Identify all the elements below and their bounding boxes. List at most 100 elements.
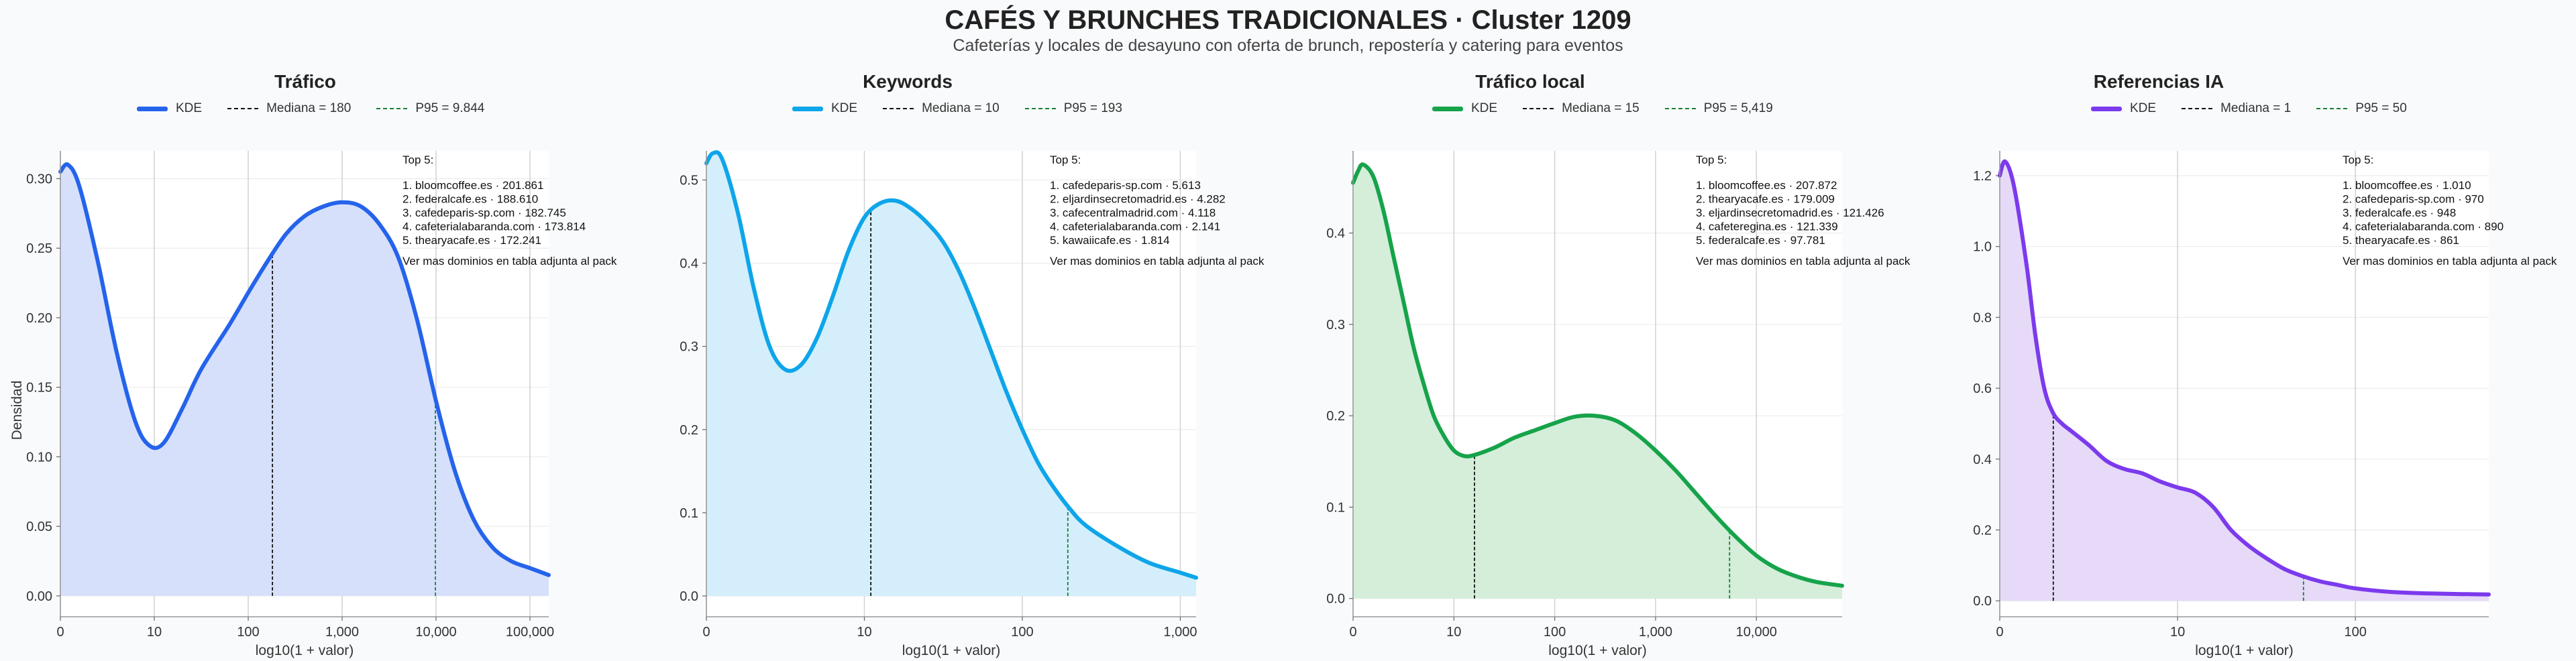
legend-median-label: Mediana = 10 xyxy=(922,101,1000,115)
y-tick-label: 0.10 xyxy=(26,450,52,465)
y-tick-label: 0.4 xyxy=(680,257,698,272)
legend-keywords: KDE Mediana = 10 P95 = 193 xyxy=(792,101,1148,117)
top5-entry: 2. cafedeparis-sp.com · 970 xyxy=(2343,193,2484,206)
legend-p95-swatch xyxy=(1664,108,1696,109)
top5-entry: 1. bloomcoffee.es · 207.872 xyxy=(1696,179,1837,192)
x-tick-label: 1,000 xyxy=(1639,625,1672,640)
legend-p95-label: P95 = 193 xyxy=(1063,101,1122,115)
y-tick-label: 0.0 xyxy=(680,589,698,604)
kde-line-trafico-local xyxy=(1351,162,1844,588)
legend-kde-label: KDE xyxy=(1471,101,1498,115)
panel-title-keywords: Keywords xyxy=(863,71,953,92)
legend-kde-label: KDE xyxy=(831,101,858,115)
y-tick-label: 0.1 xyxy=(1326,500,1345,515)
x-tick-label: 10 xyxy=(2170,625,2185,640)
legend-p95-swatch xyxy=(376,108,408,109)
panel-title-trafico-local: Tráfico local xyxy=(1475,71,1585,92)
legend-median-swatch xyxy=(2182,108,2213,109)
y-tick-label: 0.4 xyxy=(1973,453,1992,467)
x-tick-label: 10 xyxy=(857,625,871,640)
legend-p95-label: P95 = 5,419 xyxy=(1703,101,1773,115)
legend-p95-swatch xyxy=(2316,108,2348,109)
top5-header: Top 5: xyxy=(2343,154,2373,166)
kde-area-referencias-ia xyxy=(2000,161,2489,601)
x-axis-label: log10(1 + valor) xyxy=(256,643,354,658)
y-tick-label: 1.0 xyxy=(1973,240,1992,255)
legend-referencias-ia: KDE Mediana = 1 P95 = 50 xyxy=(2091,101,2432,117)
chart-trafico: 0.00 0.05 0.10 0.15 0.20 0.25 0.30 0 10 100 1,000 1… xyxy=(26,151,617,658)
top5-entry: 4. cafeterialabaranda.com · 2.141 xyxy=(1050,221,1220,233)
y-tick-label: 0.25 xyxy=(26,241,52,256)
x-axis-label: log10(1 + valor) xyxy=(2195,643,2294,658)
y-tick-label: 0.2 xyxy=(1326,409,1345,424)
y-tick-label: 0.05 xyxy=(26,520,52,534)
main-title: CAFÉS Y BRUNCHES TRADICIONALES · Cluster… xyxy=(945,5,1631,35)
legend-kde-label: KDE xyxy=(2130,101,2157,115)
y-tick-label: 0.8 xyxy=(1973,310,1992,325)
top5-header: Top 5: xyxy=(1050,154,1081,166)
x-tick-label: 100 xyxy=(1011,625,1033,640)
legend-trafico: KDE Mediana = 180 P95 = 9.844 xyxy=(137,101,510,117)
legend-median-label: Mediana = 180 xyxy=(266,101,352,115)
top5-entry: 4. cafeteregina.es · 121.339 xyxy=(1696,221,1838,233)
y-tick-label: 0.3 xyxy=(1326,318,1345,333)
legend-kde-swatch xyxy=(792,106,823,111)
y-tick-label: 0.0 xyxy=(1326,592,1345,607)
kde-line-trafico xyxy=(58,162,551,577)
legend-median-swatch xyxy=(883,108,914,109)
legend-p95-swatch xyxy=(1024,108,1056,109)
legend-kde-swatch xyxy=(2091,106,2122,111)
legend-kde-label: KDE xyxy=(176,101,203,115)
y-tick-label: 0.30 xyxy=(26,172,52,186)
top5-entry: 4. cafeterialabaranda.com · 173.814 xyxy=(402,221,586,233)
x-axis-label: log10(1 + valor) xyxy=(1548,643,1647,658)
legend-trafico-local: KDE Mediana = 15 P95 = 5,419 xyxy=(1432,101,1799,117)
y-tick-label: 0.20 xyxy=(26,311,52,326)
top5-entry: 5. kawaiicafe.es · 1.814 xyxy=(1050,234,1170,247)
y-tick-label: 0.1 xyxy=(680,506,698,521)
top5-entry: 1. cafedeparis-sp.com · 5.613 xyxy=(1050,179,1201,192)
y-tick-label: 0.6 xyxy=(1973,381,1992,396)
top5-entry: 3. cafedeparis-sp.com · 182.745 xyxy=(402,206,566,219)
top5-entry: 3. federalcafe.es · 948 xyxy=(2343,206,2456,219)
x-tick-label: 100 xyxy=(2344,625,2366,640)
legend-median-swatch xyxy=(227,108,259,109)
x-tick-label: 10,000 xyxy=(415,625,456,640)
panel-title-trafico: Tráfico xyxy=(274,71,336,92)
top5-entry: 2. thearyacafe.es · 179.009 xyxy=(1696,193,1835,206)
kde-line-keywords xyxy=(704,150,1198,580)
top5-entry: 1. bloomcoffee.es · 1.010 xyxy=(2343,179,2471,192)
top5-entry: 4. cafeterialabaranda.com · 890 xyxy=(2343,221,2504,233)
y-tick-label: 0.4 xyxy=(1326,227,1345,241)
top5-header: Top 5: xyxy=(1696,154,1727,166)
subtitle: Cafeterías y locales de desayuno con ofe… xyxy=(953,36,1623,55)
x-tick-label: 0 xyxy=(1996,625,2003,640)
panel-title-referencias-ia: Referencias IA xyxy=(2093,71,2224,92)
top5-footer: Ver mas dominios en tabla adjunta al pac… xyxy=(2343,255,2557,267)
legend-kde-swatch xyxy=(137,106,168,111)
y-tick-label: 0.00 xyxy=(26,589,52,604)
y-axis-label: Densidad xyxy=(9,381,25,440)
x-tick-label: 10 xyxy=(147,625,162,640)
x-tick-label: 0 xyxy=(1349,625,1356,640)
top5-entry: 5. thearyacafe.es · 861 xyxy=(2343,234,2459,247)
x-tick-label: 0 xyxy=(702,625,710,640)
x-axis-label: log10(1 + valor) xyxy=(902,643,1001,658)
kde-area-keywords xyxy=(706,152,1196,596)
top5-entry: 3. cafecentralmadrid.com · 4.118 xyxy=(1050,206,1216,219)
top5-entry: 3. eljardinsecretomadrid.es · 121.426 xyxy=(1696,206,1884,219)
kde-area-trafico xyxy=(60,164,549,596)
top5-entry: 5. federalcafe.es · 97.781 xyxy=(1696,234,1825,247)
legend-median-label: Mediana = 1 xyxy=(2220,101,2292,115)
x-tick-label: 10 xyxy=(1446,625,1461,640)
legend-p95-label: P95 = 50 xyxy=(2355,101,2407,115)
top5-entry: 2. eljardinsecretomadrid.es · 4.282 xyxy=(1050,193,1226,206)
top5-footer: Ver mas dominios en tabla adjunta al pac… xyxy=(1050,255,1265,267)
x-tick-label: 100 xyxy=(237,625,259,640)
y-tick-label: 0.2 xyxy=(680,423,698,438)
legend-median-label: Mediana = 15 xyxy=(1562,101,1640,115)
top5-footer: Ver mas dominios en tabla adjunta al pac… xyxy=(1696,255,1911,267)
top5-header: Top 5: xyxy=(402,154,433,166)
kde-line-referencias-ia xyxy=(1998,159,2491,597)
top5-entry: 5. thearyacafe.es · 172.241 xyxy=(402,234,541,247)
